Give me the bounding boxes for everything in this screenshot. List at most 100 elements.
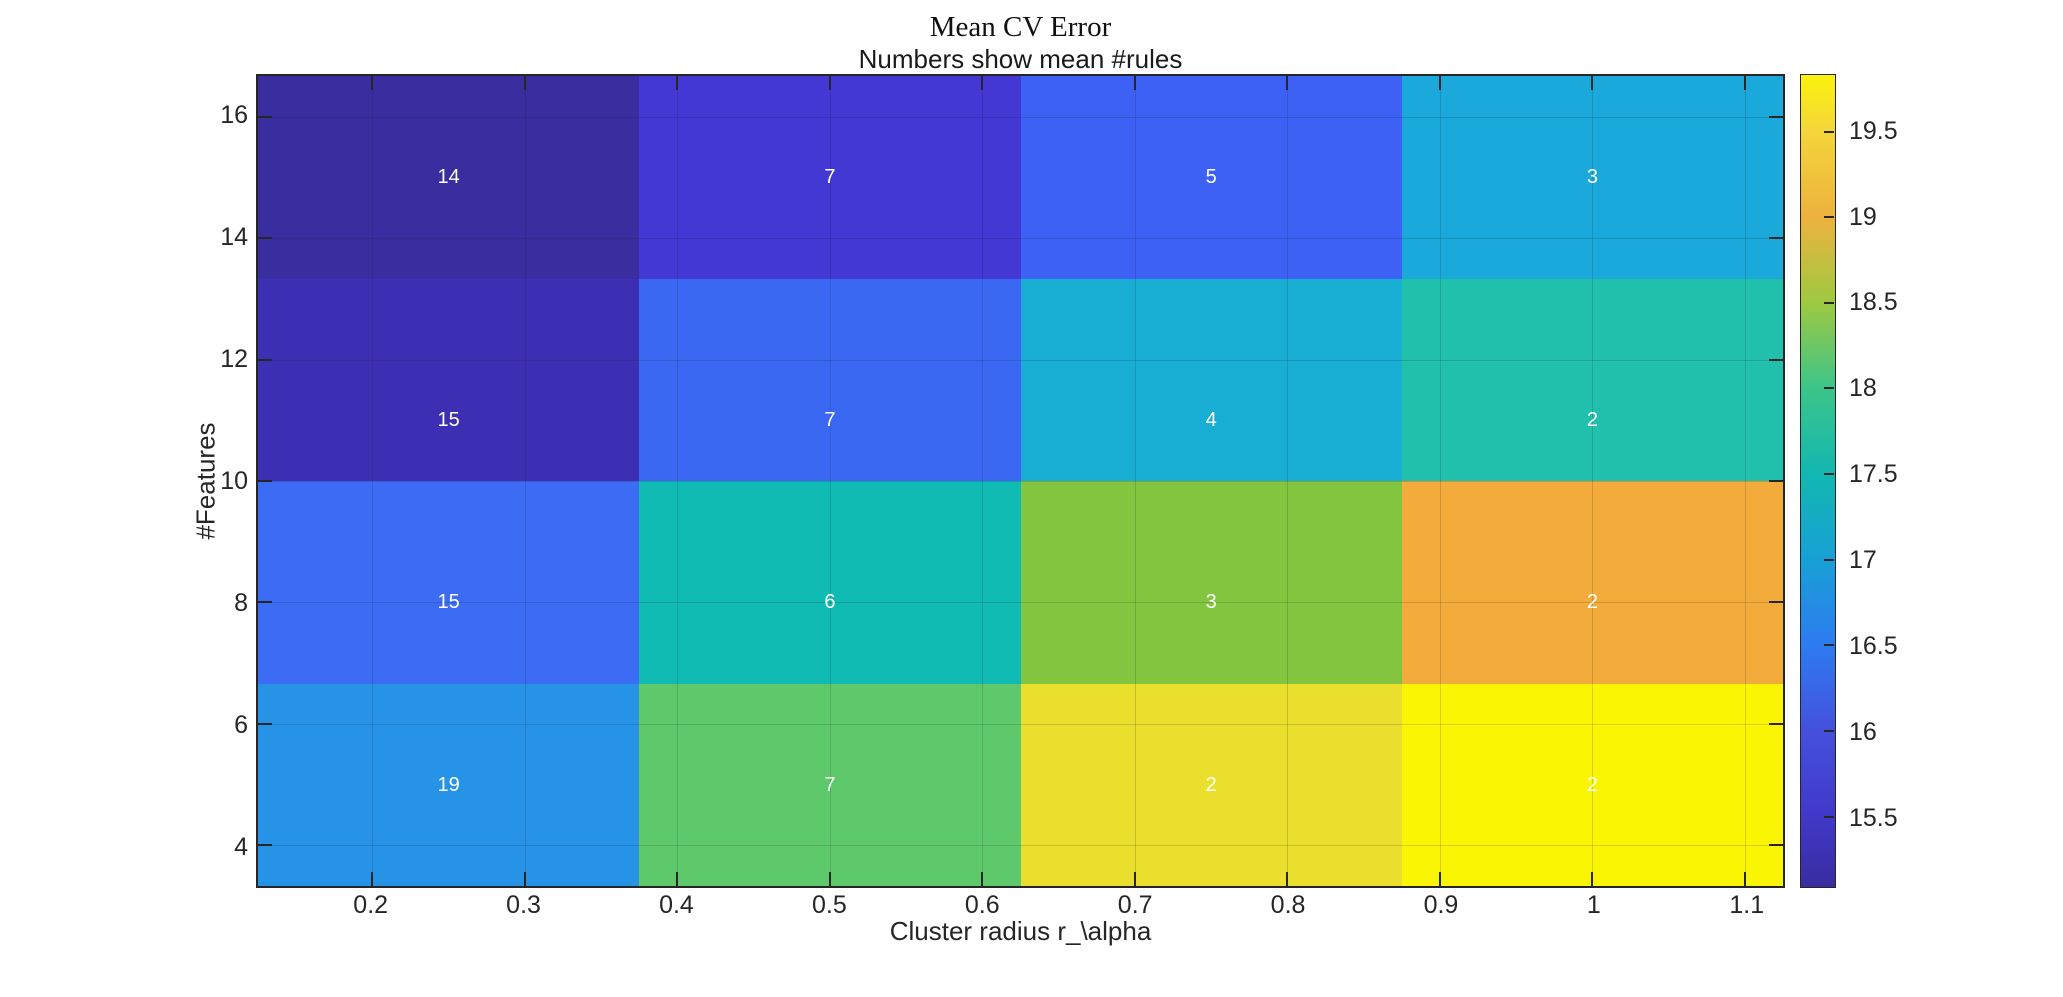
y-tick-label: 14 xyxy=(220,222,248,251)
x-tick-mark xyxy=(1438,76,1441,90)
y-tick-label: 12 xyxy=(220,344,248,373)
heatmap-cell xyxy=(1020,683,1402,886)
x-tick-label: 1 xyxy=(1586,891,1601,919)
gridline-vertical xyxy=(1439,76,1441,886)
colorbar-tick-mark xyxy=(1824,216,1834,219)
x-tick-mark xyxy=(1438,872,1441,886)
y-tick-label: 6 xyxy=(234,711,248,740)
heatmap-cell xyxy=(1020,278,1402,481)
cell-rules-count: 5 xyxy=(1205,166,1217,189)
gridline-vertical xyxy=(1134,76,1136,886)
heatmap-cell xyxy=(1401,481,1783,684)
colorbar-tick-label: 18.5 xyxy=(1849,288,1898,317)
x-tick-mark xyxy=(1286,872,1289,886)
cell-rules-count: 7 xyxy=(824,773,836,796)
gridline-vertical xyxy=(829,76,831,886)
x-tick-mark xyxy=(1286,76,1289,90)
gridline-horizontal xyxy=(258,481,1783,482)
heatmap-cell xyxy=(1401,278,1783,481)
heatmap-cell xyxy=(258,481,640,684)
y-tick-mark xyxy=(1769,237,1783,239)
cell-rules-count: 3 xyxy=(1205,591,1217,614)
y-tick-mark xyxy=(258,480,272,482)
heatmap-cell xyxy=(639,683,1021,886)
cell-rules-count: 14 xyxy=(437,166,460,189)
x-tick-mark xyxy=(523,872,526,886)
gridline-horizontal xyxy=(258,116,1783,118)
y-tick-mark xyxy=(1769,480,1783,482)
y-tick-mark xyxy=(1769,844,1783,847)
y-tick-mark xyxy=(258,601,272,604)
heatmap-cell xyxy=(639,278,1021,481)
x-tick-label: 0.7 xyxy=(1117,891,1153,919)
y-axis-label: #Features xyxy=(190,422,221,540)
cell-rules-count: 2 xyxy=(1586,591,1598,614)
heatmap-cell xyxy=(258,76,640,279)
gridline-vertical xyxy=(524,76,526,886)
x-tick-mark xyxy=(676,76,679,90)
cell-rules-count: 15 xyxy=(437,409,460,432)
x-tick-mark xyxy=(981,76,984,90)
x-tick-mark xyxy=(1133,76,1136,90)
gridline-vertical xyxy=(677,76,679,886)
gridline-vertical xyxy=(982,76,984,886)
y-tick-mark xyxy=(258,844,272,847)
cell-rules-count: 6 xyxy=(824,591,836,614)
heatmap-cell xyxy=(639,76,1021,279)
gridline-vertical xyxy=(1744,76,1746,886)
y-tick-mark xyxy=(258,237,272,239)
cell-rules-count: 2 xyxy=(1205,773,1217,796)
cell-rules-count: 19 xyxy=(437,773,460,796)
x-tick-label: 0.3 xyxy=(506,891,541,919)
heatmap-cell xyxy=(639,481,1021,684)
x-tick-mark xyxy=(371,76,374,90)
cell-rules-count: 4 xyxy=(1205,409,1217,432)
colorbar-tick-mark xyxy=(1824,301,1834,304)
colorbar-tick-label: 19 xyxy=(1849,202,1877,231)
gridline-horizontal xyxy=(258,845,1783,847)
heatmap-grid: 14 7 5 3 15 7 4 2 15 6 3 2 19 7 2 2 xyxy=(258,76,1783,886)
colorbar-tick-label: 19.5 xyxy=(1849,116,1898,145)
cell-rules-count: 2 xyxy=(1586,409,1598,432)
figure-title: Mean CV Error xyxy=(929,11,1112,43)
x-tick-mark xyxy=(371,872,374,886)
gridline-vertical xyxy=(372,76,374,886)
gridline-horizontal xyxy=(258,238,1783,239)
x-tick-mark xyxy=(523,76,526,90)
gridline-vertical xyxy=(1287,76,1289,886)
gridline-vertical xyxy=(1592,76,1594,886)
y-tick-mark xyxy=(1769,722,1783,725)
gridline-horizontal xyxy=(258,723,1783,725)
colorbar-tick-label: 16 xyxy=(1849,717,1877,746)
x-tick-mark xyxy=(1591,872,1594,886)
colorbar-tick-label: 15.5 xyxy=(1849,803,1898,832)
x-tick-mark xyxy=(828,872,831,886)
heatmap-plot-area: 14 7 5 3 15 7 4 2 15 6 3 2 19 7 2 2 xyxy=(256,74,1785,888)
x-tick-label: 0.5 xyxy=(811,891,847,919)
heatmap-cell xyxy=(1401,76,1783,279)
colorbar xyxy=(1800,74,1836,888)
colorbar-tick-mark xyxy=(1824,730,1834,733)
heatmap-cell xyxy=(1020,76,1402,279)
x-tick-label: 0.8 xyxy=(1270,891,1306,919)
cell-rules-count: 7 xyxy=(824,409,836,432)
cell-rules-count: 3 xyxy=(1586,166,1598,189)
cell-rules-count: 2 xyxy=(1586,773,1598,796)
colorbar-tick-mark xyxy=(1824,130,1834,133)
heatmap-cell xyxy=(258,278,640,481)
colorbar-tick-mark xyxy=(1824,815,1834,818)
colorbar-tick-mark xyxy=(1824,473,1834,476)
x-tick-label: 0.9 xyxy=(1423,891,1459,919)
x-tick-mark xyxy=(1743,76,1746,90)
y-tick-label: 4 xyxy=(234,833,248,862)
x-tick-mark xyxy=(1133,872,1136,886)
y-tick-mark xyxy=(1769,115,1783,118)
cell-rules-count: 15 xyxy=(437,591,460,614)
y-tick-mark xyxy=(1769,358,1783,361)
heatmap-cell xyxy=(1020,481,1402,684)
y-tick-mark xyxy=(258,722,272,725)
x-tick-label: 1.1 xyxy=(1729,891,1765,919)
x-tick-mark xyxy=(1743,872,1746,886)
colorbar-tick-mark xyxy=(1824,644,1834,647)
y-tick-label: 16 xyxy=(220,100,248,129)
